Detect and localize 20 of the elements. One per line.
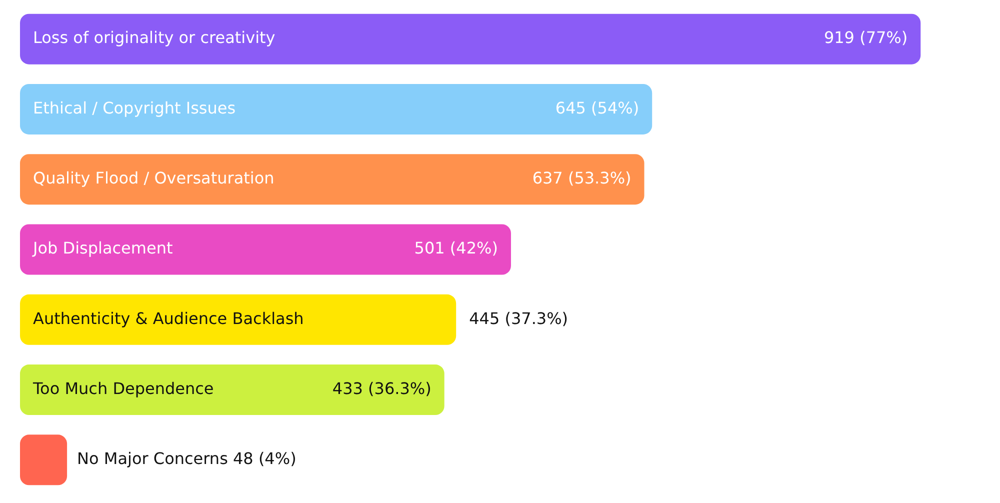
bar [20, 294, 456, 345]
data-label: 433 (36.3%) [332, 378, 432, 398]
y-tick-label: Quality Flood / Oversaturation [33, 168, 274, 188]
y-tick-label: Ethical / Copyright Issues [33, 98, 236, 118]
data-label: 637 (53.3%) [532, 168, 632, 188]
bar [20, 434, 68, 486]
bar [20, 224, 511, 275]
y-tick-label: Too Much Dependence [32, 378, 214, 398]
y-tick-label: Job Displacement [32, 238, 173, 258]
data-label: 645 (54%) [555, 98, 640, 118]
y-tick-label: Loss of originality or creativity [33, 28, 276, 48]
y-tick-label: Authenticity & Audience Backlash [33, 308, 304, 328]
data-label: 501 (42%) [414, 238, 498, 258]
bar [20, 84, 652, 134]
bar [20, 154, 644, 205]
bar [20, 364, 444, 416]
data-label: 919 (77%) [824, 28, 908, 48]
category-label: No Major Concerns 48 (4%) [77, 449, 296, 468]
bar [20, 14, 921, 64]
data-label: 445 (37.3%) [469, 308, 568, 328]
